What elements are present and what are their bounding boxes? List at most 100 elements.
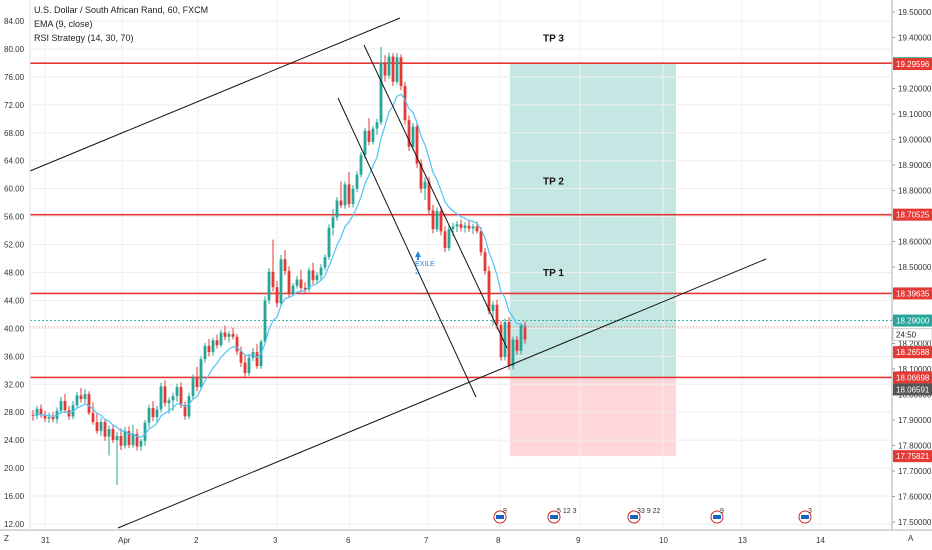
- left-axis-tick: 20.00: [4, 464, 25, 473]
- event-flag-stripe: [550, 515, 558, 519]
- right-axis-tick: 18.20000: [898, 340, 932, 349]
- position-zones: [510, 63, 676, 457]
- price-tag: [893, 383, 932, 396]
- left-axis-tick: 24.00: [4, 436, 25, 445]
- candle-body: [443, 231, 447, 249]
- candle-body: [151, 408, 155, 418]
- candle-body: [123, 431, 127, 446]
- candle-body: [127, 431, 131, 446]
- candle-body: [515, 339, 519, 351]
- candle-body: [207, 345, 211, 353]
- candle-body: [511, 339, 515, 367]
- price-tag: [892, 328, 932, 342]
- candle-body: [339, 200, 343, 206]
- candle-body: [423, 181, 427, 189]
- candle-body: [87, 394, 91, 413]
- left-axis-tick: 44.00: [4, 296, 25, 305]
- left-axis-tick: 32.00: [4, 380, 25, 389]
- ema-indicator-label: EMA (9, close): [34, 19, 93, 29]
- event-count: 5 12 3: [557, 508, 577, 515]
- candle-body: [79, 395, 83, 399]
- candle-body: [475, 226, 479, 232]
- ema-path: [32, 93, 526, 438]
- price-tag-text: 18.39635: [896, 289, 930, 298]
- candle-body: [131, 433, 135, 446]
- left-axis-tick: 56.00: [4, 213, 25, 222]
- falling-channel-lower: [337, 97, 477, 398]
- left-axis-tick: 76.00: [4, 73, 25, 82]
- candle-body: [351, 188, 355, 205]
- candle-body: [371, 128, 375, 142]
- lower-channel-line: [117, 258, 767, 529]
- right-axis-tick: 17.50000: [898, 518, 932, 527]
- candle-body: [479, 231, 483, 253]
- candle-body: [263, 300, 267, 342]
- candle-body: [499, 324, 503, 358]
- left-axis-tick: 84.00: [4, 17, 25, 26]
- x-axis-label: 10: [659, 536, 668, 545]
- candle-body: [343, 184, 347, 206]
- stop-zone: [510, 377, 676, 457]
- price-tag: [893, 208, 932, 221]
- candle-body: [63, 401, 67, 411]
- candle-body: [299, 279, 303, 288]
- ema-line: [32, 93, 526, 438]
- candle-body: [39, 408, 43, 416]
- price-tag-text: 19.29596: [896, 60, 930, 69]
- candle-body: [51, 417, 55, 420]
- left-axis-tick: 80.00: [4, 45, 25, 54]
- candle-body: [215, 340, 219, 346]
- x-axis-label: 7: [424, 536, 429, 545]
- right-axis-tick: 19.10000: [898, 110, 932, 119]
- price-tag-text: 18.29000: [896, 317, 930, 326]
- candle-body: [275, 287, 279, 304]
- candle-body: [143, 422, 147, 441]
- candle-body: [391, 56, 395, 82]
- candle-body: [239, 351, 243, 363]
- event-count: 8: [503, 508, 507, 515]
- candle-body: [43, 415, 47, 419]
- candle-body: [159, 386, 163, 410]
- candle-body: [395, 57, 399, 82]
- event-count: 9: [720, 508, 724, 515]
- event-flag-stripe: [496, 515, 504, 519]
- candle-body: [495, 304, 499, 325]
- right-axis-tick: 17.70000: [898, 467, 932, 476]
- auto-scale-button[interactable]: A: [908, 534, 914, 543]
- horizontal-levels: [30, 62, 892, 379]
- candle-body: [307, 270, 311, 290]
- x-axis-label: 13: [738, 536, 747, 545]
- candle-body: [227, 333, 231, 337]
- candle-body: [99, 422, 103, 432]
- event-flag-stripe: [801, 515, 809, 519]
- candle-body: [235, 336, 239, 352]
- candle-body: [355, 174, 359, 189]
- price-tag-text: 18.26588: [896, 348, 930, 357]
- candle-body: [387, 56, 391, 76]
- event-count: 33 9 22: [637, 508, 660, 515]
- candle-body: [219, 332, 223, 346]
- target-label: TP 2: [543, 176, 564, 187]
- candle-body: [439, 211, 443, 232]
- candle-body: [47, 417, 51, 419]
- candle-body: [363, 130, 367, 156]
- candle-body: [451, 226, 455, 230]
- right-axis-tick: 19.40000: [898, 34, 932, 43]
- candle-body: [183, 405, 187, 417]
- candle-body: [367, 130, 371, 142]
- price-tag: [893, 58, 932, 71]
- candle-body: [75, 395, 79, 406]
- left-axis-tick: 40.00: [4, 324, 25, 333]
- left-axis-tick: 64.00: [4, 157, 25, 166]
- candle-body: [175, 387, 179, 397]
- target-label: TP 3: [543, 34, 564, 45]
- candle-body: [283, 259, 287, 272]
- left-axis-tick: 36.00: [4, 352, 25, 361]
- candle-body: [411, 126, 415, 147]
- zoom-icon[interactable]: Z: [4, 534, 9, 543]
- candle-body: [187, 396, 191, 417]
- falling-channel-upper: [363, 44, 508, 349]
- candle-body: [191, 377, 195, 397]
- left-axis-tick: 52.00: [4, 241, 25, 250]
